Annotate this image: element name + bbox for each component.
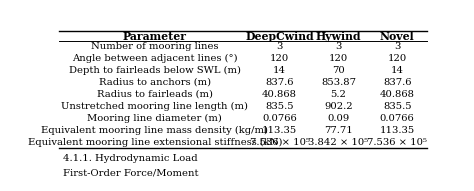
Text: 3: 3	[335, 42, 342, 51]
Text: DeepCwind: DeepCwind	[246, 31, 314, 42]
Text: 7.536 × 10⁵: 7.536 × 10⁵	[250, 138, 310, 147]
Text: 853.87: 853.87	[321, 78, 356, 87]
Text: Equivalent mooring line extensional stiffness (kN): Equivalent mooring line extensional stif…	[27, 138, 282, 147]
Text: 4.1.1. Hydrodynamic Load: 4.1.1. Hydrodynamic Load	[63, 154, 198, 163]
Text: Hywind: Hywind	[316, 31, 361, 42]
Text: Unstretched mooring line length (m): Unstretched mooring line length (m)	[61, 102, 248, 111]
Text: 0.09: 0.09	[328, 114, 349, 123]
Text: Radius to anchors (m): Radius to anchors (m)	[99, 78, 211, 87]
Text: 14: 14	[391, 66, 404, 75]
Text: 14: 14	[273, 66, 286, 75]
Text: 5.2: 5.2	[330, 90, 346, 99]
Text: 3: 3	[276, 42, 283, 51]
Text: 0.0766: 0.0766	[380, 114, 415, 123]
Text: Radius to fairleads (m): Radius to fairleads (m)	[97, 90, 213, 99]
Text: 837.6: 837.6	[383, 78, 411, 87]
Text: 837.6: 837.6	[265, 78, 294, 87]
Text: 7.536 × 10⁵: 7.536 × 10⁵	[367, 138, 427, 147]
Text: Parameter: Parameter	[123, 31, 187, 42]
Text: 40.868: 40.868	[380, 90, 415, 99]
Text: Mooring line diameter (m): Mooring line diameter (m)	[87, 114, 222, 123]
Text: Angle between adjacent lines (°): Angle between adjacent lines (°)	[72, 54, 237, 63]
Text: 902.2: 902.2	[324, 102, 353, 111]
Text: Depth to fairleads below SWL (m): Depth to fairleads below SWL (m)	[69, 66, 241, 75]
Text: 120: 120	[329, 54, 348, 63]
Text: 835.5: 835.5	[265, 102, 294, 111]
Text: Number of mooring lines: Number of mooring lines	[91, 42, 219, 51]
Text: 40.868: 40.868	[262, 90, 297, 99]
Text: 120: 120	[270, 54, 289, 63]
Text: 77.71: 77.71	[324, 126, 353, 135]
Text: 113.35: 113.35	[262, 126, 297, 135]
Text: 0.0766: 0.0766	[262, 114, 297, 123]
Text: First-Order Force/Moment: First-Order Force/Moment	[63, 168, 199, 177]
Text: 3: 3	[394, 42, 401, 51]
Text: 113.35: 113.35	[380, 126, 415, 135]
Text: 70: 70	[332, 66, 345, 75]
Text: Equivalent mooring line mass density (kg/m): Equivalent mooring line mass density (kg…	[41, 126, 268, 135]
Text: Novel: Novel	[380, 31, 415, 42]
Text: 3.842 × 10⁵: 3.842 × 10⁵	[309, 138, 368, 147]
Text: 120: 120	[388, 54, 407, 63]
Text: 835.5: 835.5	[383, 102, 411, 111]
